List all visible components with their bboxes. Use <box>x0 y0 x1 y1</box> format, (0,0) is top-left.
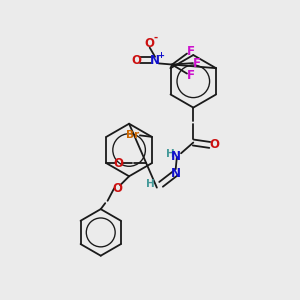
Text: -: - <box>154 33 158 43</box>
Text: O: O <box>113 157 123 169</box>
Text: Br: Br <box>126 130 139 140</box>
Text: H: H <box>146 179 155 189</box>
Text: O: O <box>210 138 220 152</box>
Text: O: O <box>132 54 142 67</box>
Text: F: F <box>187 69 194 82</box>
Text: F: F <box>193 57 200 70</box>
Text: O: O <box>112 182 122 195</box>
Text: N: N <box>170 167 180 180</box>
Text: N: N <box>171 150 181 164</box>
Text: N: N <box>150 54 160 67</box>
Text: H: H <box>166 149 175 159</box>
Text: O: O <box>145 38 155 50</box>
Text: F: F <box>187 45 194 58</box>
Text: +: + <box>157 50 164 59</box>
